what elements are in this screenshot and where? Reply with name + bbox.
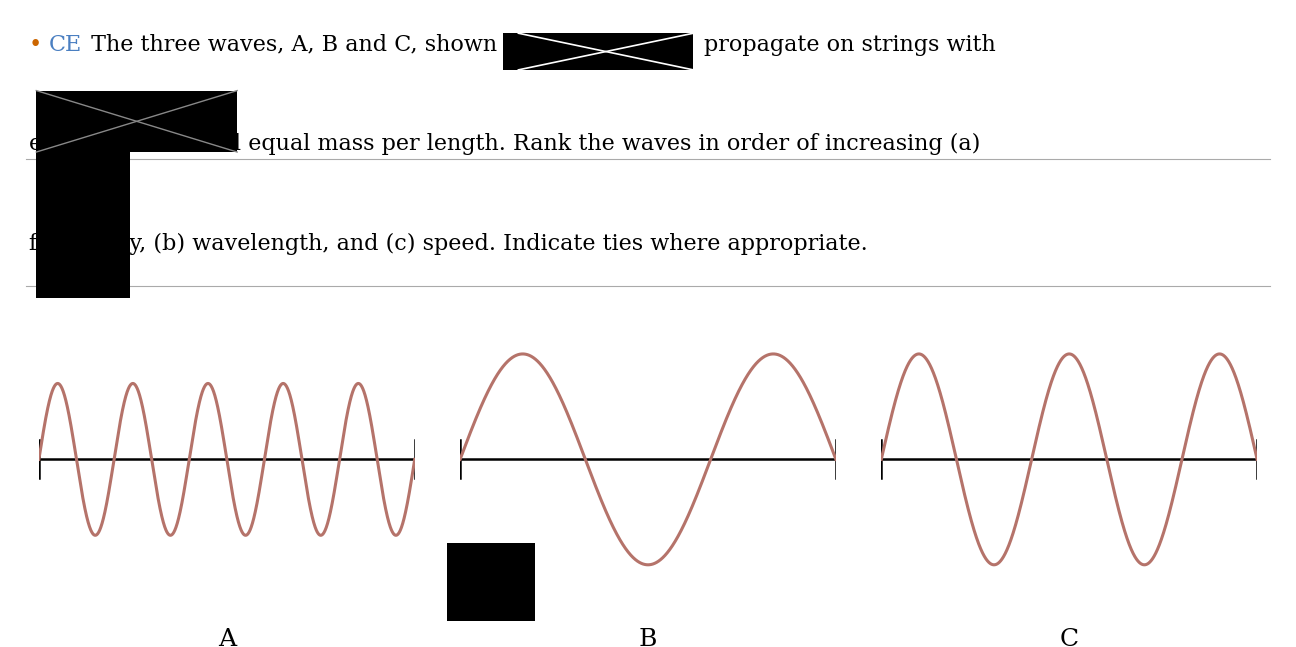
- Text: CE: CE: [49, 34, 83, 56]
- Text: C: C: [1060, 628, 1078, 647]
- Bar: [36, 152, 130, 298]
- Text: propagate on strings with: propagate on strings with: [704, 34, 995, 56]
- Text: •: •: [29, 34, 41, 56]
- Text: A: A: [218, 628, 236, 647]
- Text: B: B: [639, 628, 657, 647]
- Bar: [518, 33, 693, 70]
- Text: The three waves, A, B and C, shown: The three waves, A, B and C, shown: [84, 34, 504, 56]
- Bar: [36, 91, 237, 152]
- Bar: [447, 543, 535, 621]
- Text: frequency, (b) wavelength, and (c) speed. Indicate ties where appropriate.: frequency, (b) wavelength, and (c) speed…: [29, 232, 867, 255]
- Bar: [503, 33, 518, 70]
- Text: equal tensions and equal mass per length. Rank the waves in order of increasing : equal tensions and equal mass per length…: [29, 133, 980, 155]
